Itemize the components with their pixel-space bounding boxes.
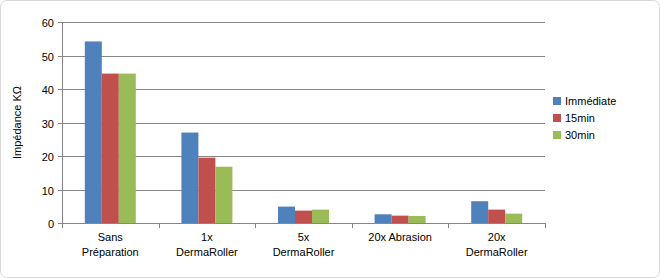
category-tick [352, 223, 353, 228]
grid-line [62, 22, 545, 23]
bar [295, 211, 312, 223]
tick-label: 60 [42, 17, 54, 29]
bar [278, 207, 295, 223]
category-label: 5xDermaRoller [273, 231, 335, 258]
grid-line [62, 223, 545, 224]
legend-label: 30min [565, 129, 595, 141]
tick-label: 30 [42, 118, 54, 130]
category-tick [159, 223, 160, 228]
bar [102, 74, 119, 223]
bar [471, 201, 488, 223]
y-axis [62, 22, 63, 223]
tick-mark [58, 223, 62, 224]
category-label: SansPréparation [82, 231, 139, 258]
legend-swatch [553, 114, 561, 122]
chart-frame [1, 1, 660, 278]
tick-mark [58, 190, 62, 191]
tick-mark [58, 123, 62, 124]
bar [392, 216, 409, 223]
tick-label: 10 [42, 185, 54, 197]
legend-swatch [553, 97, 561, 105]
category-tick [62, 223, 63, 228]
bar [119, 74, 136, 223]
tick-label: 0 [48, 218, 54, 230]
tick-label: 40 [42, 84, 54, 96]
bar [198, 158, 215, 223]
bar [85, 41, 102, 223]
tick-mark [58, 22, 62, 23]
bars [85, 41, 522, 223]
category-tick [448, 223, 449, 228]
bar [505, 214, 522, 223]
legend-label: 15min [565, 112, 595, 124]
tick-label: 50 [42, 51, 54, 63]
category-label: 20x Abrasion [368, 231, 432, 243]
tick-label: 20 [42, 151, 54, 163]
legend-label: Immédiate [565, 95, 616, 107]
bar [215, 167, 232, 223]
axis-title: Impédance KΩ [11, 86, 23, 159]
category-tick [545, 223, 546, 228]
bar [488, 210, 505, 223]
bar [181, 133, 198, 223]
legend-swatch [553, 131, 561, 139]
category-label: 20xDermaRoller [466, 231, 528, 258]
x-axis [62, 223, 545, 224]
tick-mark [58, 156, 62, 157]
grid-line [62, 56, 545, 57]
category-tick [255, 223, 256, 228]
bar [375, 214, 392, 223]
tick-mark [58, 56, 62, 57]
bar [312, 210, 329, 223]
chart: 0 10 20 30 40 50 60 Impédance KΩ SansPréparation… [0, 0, 660, 278]
category-label: 1xDermaRoller [176, 231, 238, 258]
tick-mark [58, 89, 62, 90]
bar [409, 216, 426, 223]
